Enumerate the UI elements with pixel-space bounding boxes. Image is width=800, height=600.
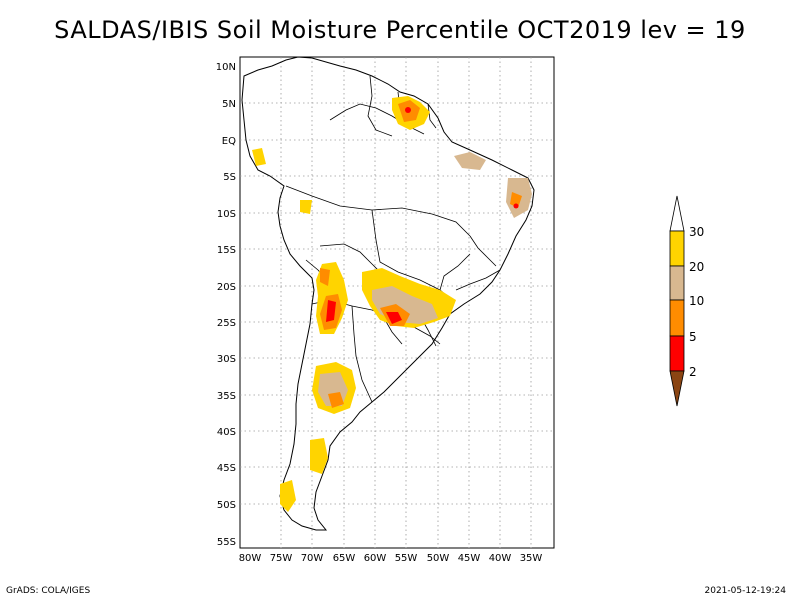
longitude-labels: 80W 75W 70W 65W 60W 55W 50W 45W 40W 35W [239,553,543,564]
lon-label: 40W [489,553,512,564]
lon-label: 65W [333,553,356,564]
lat-label: 5N [222,99,236,110]
lat-label: 45S [217,463,236,474]
color-legend [669,195,685,407]
map-title: SALDAS/IBIS Soil Moisture Percentile OCT… [54,16,746,44]
lat-label: EQ [222,136,236,147]
legend-label: 20 [689,260,704,274]
lat-label: 5S [223,172,236,183]
lon-label: 45W [458,553,481,564]
lon-label: 70W [301,553,324,564]
footer-timestamp: 2021-05-12-19:24 [704,586,787,596]
moisture-patches [252,96,532,512]
lon-label: 60W [364,553,387,564]
lat-label: 15S [217,245,236,256]
lon-label: 80W [239,553,262,564]
legend-swatch-10-20 [669,265,685,301]
lon-label: 75W [270,553,293,564]
lat-label: 50S [217,500,236,511]
legend-label: 30 [689,225,704,239]
gridlines [240,57,554,548]
legend-swatch-2-5 [669,335,685,372]
lon-label: 55W [395,553,418,564]
latitude-labels: 10N 5N EQ 5S 10S 15S 20S 25S 30S 35S 40S… [216,62,236,548]
lat-label: 55S [217,537,236,548]
legend-label: 5 [689,330,697,344]
legend-label: 10 [689,294,704,308]
lat-label: 35S [217,391,236,402]
legend-swatch-above [669,195,685,232]
legend-label: 2 [689,365,697,379]
lat-label: 25S [217,318,236,329]
lon-label: 50W [427,553,450,564]
lon-label: 35W [520,553,543,564]
footer-credit: GrADS: COLA/IGES [6,586,91,596]
lat-label: 40S [217,427,236,438]
lat-label: 30S [217,354,236,365]
legend-labels: 30 20 10 5 2 [689,225,704,379]
legend-swatch-5-10 [669,299,685,337]
lat-label: 10N [216,62,236,73]
legend-swatch-below [669,370,685,407]
lat-label: 20S [217,282,236,293]
legend-swatch-20-30 [669,230,685,267]
lat-label: 10S [217,209,236,220]
